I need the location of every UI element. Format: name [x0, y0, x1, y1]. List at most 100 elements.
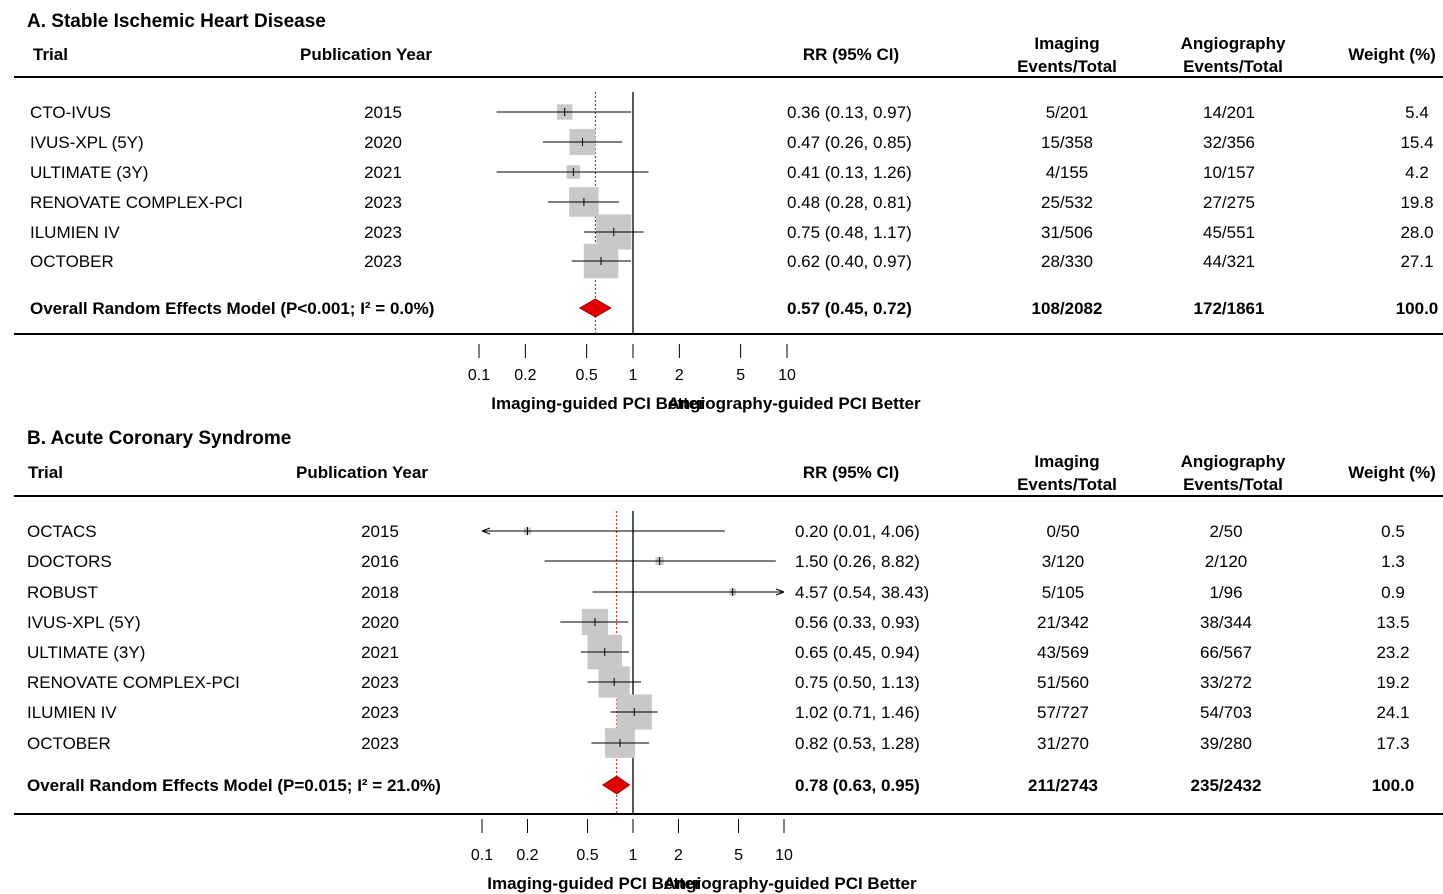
x-tick-label: 0.1	[471, 847, 493, 864]
angiography-events: 2/50	[1209, 522, 1242, 541]
table-row: RENOVATE COMPLEX-PCI 2023 0.48 (0.28, 0.81…	[30, 187, 1434, 217]
weight-value: 19.2	[1376, 673, 1409, 692]
rr-ci-value: 0.41 (0.13, 1.26)	[787, 163, 912, 182]
rr-ci-value: 0.20 (0.01, 4.06)	[795, 522, 920, 541]
publication-year: 2020	[361, 613, 399, 632]
imaging-events: 31/506	[1041, 223, 1093, 242]
angiography-events: 1/96	[1209, 583, 1242, 602]
imaging-events: 3/120	[1042, 552, 1085, 571]
pooled-diamond	[578, 298, 612, 318]
imaging-events: 43/569	[1037, 643, 1089, 662]
trial-name: OCTOBER	[30, 252, 114, 271]
overall-row: Overall Random Effects Model (P<0.001; I…	[30, 298, 1439, 318]
angiography-events: 39/280	[1200, 734, 1252, 753]
x-axis: 0.1 0.2 0.5 1 2 5 10	[468, 344, 796, 384]
overall-row: Overall Random Effects Model (P=0.015; I…	[27, 775, 1415, 795]
rr-ci-value: 0.36 (0.13, 0.97)	[787, 103, 912, 122]
ci-arrow-right	[775, 588, 785, 596]
ci-arrow-left	[481, 527, 491, 535]
table-row: IVUS-XPL (5Y) 2020 0.47 (0.26, 0.85) 15/358…	[30, 128, 1434, 156]
table-row: OCTOBER 2023 0.82 (0.53, 1.28) 31/270 39/280…	[27, 728, 1410, 758]
publication-year: 2023	[361, 734, 399, 753]
trial-name: ULTIMATE (3Y)	[27, 643, 145, 662]
table-row: ULTIMATE (3Y) 2021 0.41 (0.13, 1.26) 4/155 1…	[30, 163, 1429, 182]
imaging-events: 25/532	[1041, 193, 1093, 212]
table-row: CTO-IVUS 2015 0.36 (0.13, 0.97) 5/201 14/201…	[30, 103, 1429, 122]
imaging-events: 57/727	[1037, 703, 1089, 722]
publication-year: 2021	[364, 163, 402, 182]
trial-name: ROBUST	[27, 583, 98, 602]
table-row: RENOVATE COMPLEX-PCI 2023 0.75 (0.50, 1.13…	[27, 666, 1410, 698]
imaging-events: 31/270	[1037, 734, 1089, 753]
rr-ci-value: 1.50 (0.26, 8.82)	[795, 552, 920, 571]
overall-label: Overall Random Effects Model (P<0.001; I…	[30, 299, 434, 318]
weight-value: 0.9	[1381, 583, 1405, 602]
publication-year: 2016	[361, 552, 399, 571]
pooled-diamond	[601, 775, 631, 795]
overall-imaging-events: 108/2082	[1032, 299, 1103, 318]
angiography-events: 38/344	[1200, 613, 1252, 632]
table-row: DOCTORS 2016 1.50 (0.26, 8.82) 3/120 2/120 1.…	[27, 552, 1405, 571]
header-trial: Trial	[28, 463, 63, 482]
weight-value: 27.1	[1400, 252, 1433, 271]
trial-name: IVUS-XPL (5Y)	[30, 133, 144, 152]
favor-right-label: Angiography-guided PCI Better	[663, 874, 917, 893]
publication-year: 2015	[361, 522, 399, 541]
header-weight: Weight (%)	[1348, 463, 1436, 482]
x-tick-label: 0.1	[468, 367, 490, 384]
overall-weight: 100.0	[1396, 299, 1439, 318]
weight-value: 28.0	[1400, 223, 1433, 242]
x-tick-label: 1	[629, 847, 638, 864]
trial-name: ILUMIEN IV	[30, 223, 120, 242]
x-tick-label: 1	[629, 367, 638, 384]
panel-title: A. Stable Ischemic Heart Disease	[27, 11, 326, 32]
weight-value: 23.2	[1376, 643, 1409, 662]
weight-value: 5.4	[1405, 103, 1429, 122]
imaging-events: 0/50	[1046, 522, 1079, 541]
trial-name: RENOVATE COMPLEX-PCI	[27, 673, 240, 692]
angiography-events: 66/567	[1200, 643, 1252, 662]
weight-value: 17.3	[1376, 734, 1409, 753]
imaging-events: 5/105	[1042, 583, 1085, 602]
publication-year: 2023	[364, 223, 402, 242]
weight-value: 24.1	[1376, 703, 1409, 722]
weight-value: 19.8	[1400, 193, 1433, 212]
rr-ci-value: 4.57 (0.54, 38.43)	[795, 583, 929, 602]
favor-left-label: Imaging-guided PCI Better	[487, 874, 701, 893]
weight-value: 1.3	[1381, 552, 1405, 571]
table-row: IVUS-XPL (5Y) 2020 0.56 (0.33, 0.93) 21/342…	[27, 608, 1410, 636]
angiography-events: 54/703	[1200, 703, 1252, 722]
publication-year: 2023	[361, 703, 399, 722]
x-tick-label: 2	[674, 847, 683, 864]
rr-ci-value: 0.65 (0.45, 0.94)	[795, 643, 920, 662]
overall-weight: 100.0	[1372, 776, 1415, 795]
publication-year: 2018	[361, 583, 399, 602]
favor-right-label: Angiography-guided PCI Better	[667, 394, 921, 413]
header-imaging-events: Events/Total	[1017, 475, 1117, 494]
trial-name: ILUMIEN IV	[27, 703, 117, 722]
rr-ci-value: 0.62 (0.40, 0.97)	[787, 252, 912, 271]
rr-ci-value: 0.47 (0.26, 0.85)	[787, 133, 912, 152]
header-angiography: Angiography	[1181, 452, 1286, 471]
x-tick-label: 2	[675, 367, 684, 384]
x-tick-label: 10	[775, 847, 793, 864]
forest-panel-b: B. Acute Coronary Syndrome Trial Publicati…	[14, 428, 1443, 893]
angiography-events: 27/275	[1203, 193, 1255, 212]
publication-year: 2023	[361, 673, 399, 692]
panel-title: B. Acute Coronary Syndrome	[27, 428, 291, 449]
rr-ci-value: 0.75 (0.50, 1.13)	[795, 673, 920, 692]
x-tick-label: 0.5	[576, 847, 598, 864]
rr-ci-value: 0.82 (0.53, 1.28)	[795, 734, 920, 753]
angiography-events: 2/120	[1205, 552, 1248, 571]
publication-year: 2015	[364, 103, 402, 122]
x-tick-label: 0.2	[514, 367, 536, 384]
header-publication-year: Publication Year	[300, 45, 432, 64]
publication-year: 2021	[361, 643, 399, 662]
table-row: ULTIMATE (3Y) 2021 0.65 (0.45, 0.94) 43/569…	[27, 634, 1410, 670]
trial-name: DOCTORS	[27, 552, 112, 571]
forest-panel-a: A. Stable Ischemic Heart Disease Trial Pub…	[14, 11, 1443, 413]
table-row: OCTACS 2015 0.20 (0.01, 4.06) 0/50 2/50 0.5	[27, 522, 1405, 541]
header-trial: Trial	[33, 45, 68, 64]
header-angiography-events: Events/Total	[1183, 57, 1283, 76]
trial-name: OCTACS	[27, 522, 97, 541]
